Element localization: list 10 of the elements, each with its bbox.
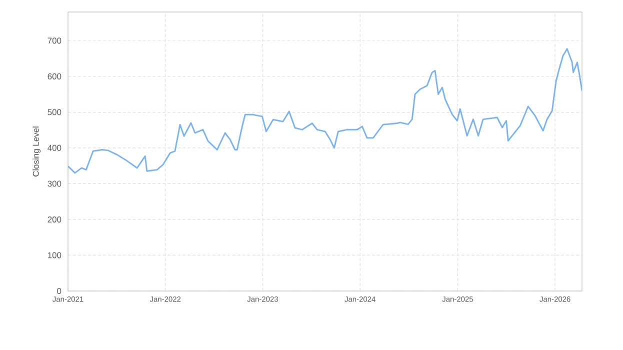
y-tick-label: 600 — [48, 73, 62, 80]
y-tick-label: 400 — [48, 144, 62, 151]
line-series — [68, 48, 582, 174]
y-axis-title: Closing Level — [32, 126, 41, 176]
y-tick-label: 200 — [48, 216, 62, 222]
y-tick-label: 0 — [57, 288, 62, 294]
y-tick-label: 500 — [48, 109, 62, 116]
y-tick-label: 300 — [48, 180, 62, 187]
y-tick-label: 100 — [48, 252, 62, 258]
y-tick-label: 700 — [48, 38, 62, 44]
